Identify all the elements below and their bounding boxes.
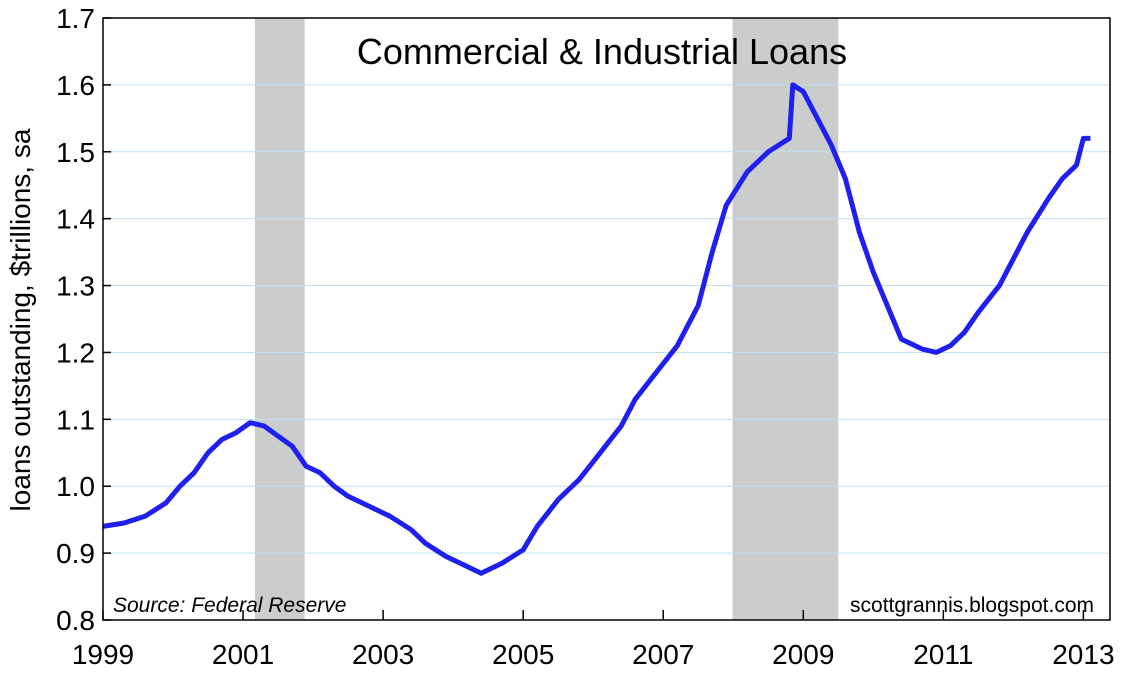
plot-frame [102, 17, 1111, 621]
y-tick-label: 1.6 [56, 70, 95, 101]
y-tick-label: 0.9 [56, 538, 95, 569]
y-tick-label: 1.2 [56, 337, 95, 368]
y-tick-label: 1.5 [56, 137, 95, 168]
x-tick-label: 2001 [212, 639, 274, 670]
credit: scottgrannis.blogspot.com [850, 594, 1094, 617]
y-axis-label: loans outstanding, $trillions, sa [5, 128, 36, 511]
x-tick-label: 1999 [72, 639, 134, 670]
y-tick-label: 1.7 [56, 3, 95, 34]
x-tick-label: 2013 [1052, 639, 1114, 670]
x-tick-label: 2011 [913, 639, 973, 670]
x-tick-label: 2009 [772, 639, 834, 670]
recession-band [254, 18, 305, 620]
y-tick-label: 1.0 [56, 471, 95, 502]
recession-band [732, 18, 839, 620]
data-line [102, 82, 1091, 576]
y-tick-label: 0.8 [56, 605, 95, 636]
x-tick-label: 2003 [352, 639, 414, 670]
y-tick-label: 1.1 [56, 404, 95, 435]
y-tick-label: 1.4 [56, 204, 95, 235]
y-tick-label: 1.3 [56, 271, 95, 302]
source-note: Source: Federal Reserve [113, 594, 346, 617]
chart-title: Commercial & Industrial Loans [357, 31, 847, 72]
x-tick-label: 2007 [632, 639, 694, 670]
x-tick-label: 2005 [492, 639, 554, 670]
